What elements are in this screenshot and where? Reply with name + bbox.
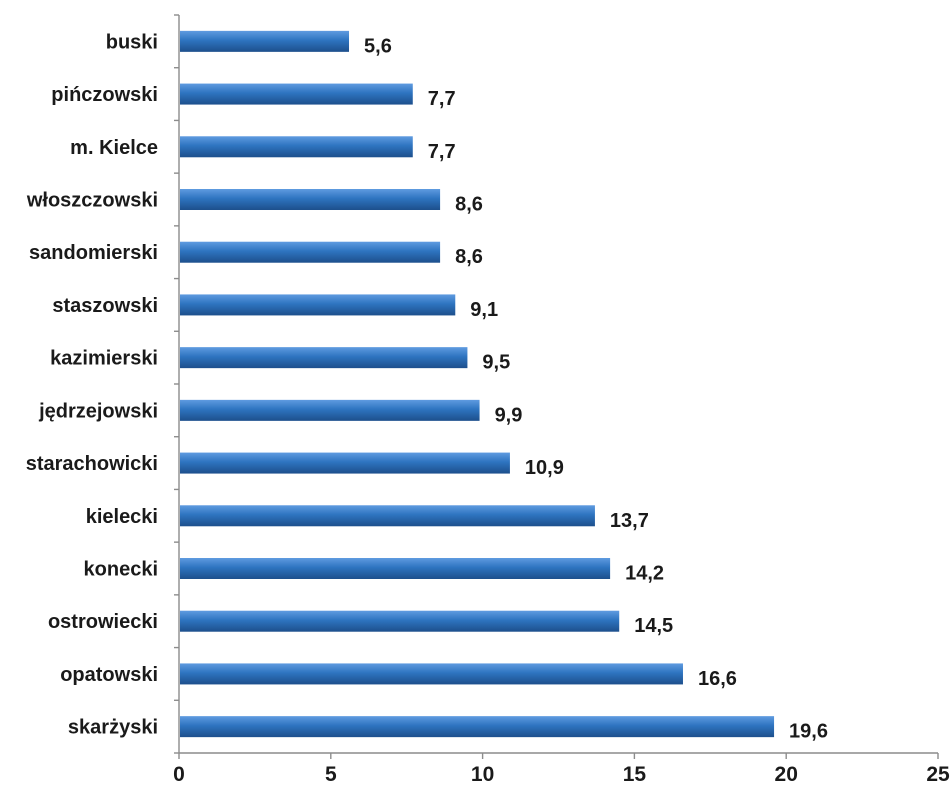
category-label: m. Kielce: [70, 137, 158, 159]
data-label: 14,2: [625, 563, 664, 585]
category-label: starachowicki: [26, 453, 158, 475]
bar: [180, 294, 456, 316]
axes-layer: [174, 14, 939, 759]
bar: [180, 558, 611, 579]
bar: [180, 189, 441, 210]
labels-layer: buski 5,6 pińczowski 7,7 m. Kielce 7,7 włoszcz…: [26, 31, 950, 786]
bar: [180, 663, 683, 685]
bar: [180, 347, 468, 369]
x-tick-label: 10: [471, 763, 494, 786]
category-label: pińczowski: [51, 84, 158, 106]
bar: [180, 241, 441, 263]
x-tick-label: 20: [775, 763, 798, 786]
category-label: skarżyski: [68, 717, 158, 739]
x-tick-label: 25: [926, 763, 950, 786]
category-label: konecki: [84, 559, 158, 581]
data-label: 14,5: [634, 615, 673, 637]
category-label: kielecki: [86, 506, 158, 528]
bar: [180, 610, 620, 632]
data-label: 5,6: [364, 35, 392, 57]
bar: [180, 30, 350, 52]
data-label: 9,5: [482, 352, 510, 374]
bars-layer: [180, 30, 775, 738]
data-label: 19,6: [789, 721, 828, 743]
category-label: włoszczowski: [26, 190, 158, 212]
data-label: 10,9: [525, 457, 564, 479]
bar: [180, 716, 775, 738]
category-label: jędrzejowski: [38, 400, 158, 422]
bar: [180, 399, 480, 421]
data-label: 13,7: [610, 510, 649, 532]
category-label: buski: [106, 31, 158, 53]
data-label: 8,6: [455, 194, 483, 216]
x-tick-label: 5: [325, 763, 337, 786]
category-label: staszowski: [52, 295, 158, 317]
category-label: opatowski: [60, 664, 158, 686]
category-label: kazimierski: [50, 348, 158, 370]
category-label: sandomierski: [29, 242, 158, 264]
x-tick-label: 0: [173, 763, 185, 786]
bar: [180, 83, 413, 105]
data-label: 9,1: [470, 299, 498, 321]
bar: [180, 505, 595, 527]
bar: [180, 136, 413, 158]
bar: [180, 452, 510, 474]
data-label: 7,7: [428, 88, 456, 110]
data-label: 8,6: [455, 246, 483, 268]
x-tick-label: 15: [623, 763, 647, 786]
data-label: 7,7: [428, 141, 456, 163]
category-label: ostrowiecki: [48, 611, 158, 633]
data-label: 9,9: [495, 404, 523, 426]
data-label: 16,6: [698, 668, 737, 690]
